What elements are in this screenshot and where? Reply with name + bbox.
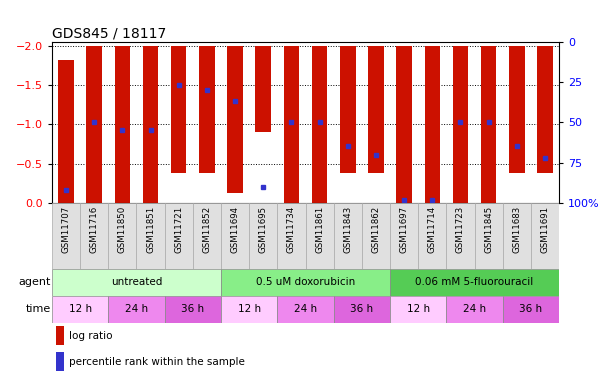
Text: GSM11683: GSM11683 <box>512 206 521 254</box>
Text: GSM11714: GSM11714 <box>428 206 437 254</box>
Text: 24 h: 24 h <box>125 304 148 314</box>
Bar <box>108 296 164 322</box>
Text: percentile rank within the sample: percentile rank within the sample <box>69 357 245 367</box>
Text: GSM11861: GSM11861 <box>315 206 324 254</box>
Bar <box>503 203 531 268</box>
Bar <box>52 296 108 322</box>
Bar <box>221 203 249 268</box>
Bar <box>249 203 277 268</box>
Bar <box>334 296 390 322</box>
Text: GSM11723: GSM11723 <box>456 206 465 254</box>
Bar <box>390 203 418 268</box>
Text: GSM11851: GSM11851 <box>146 206 155 254</box>
Bar <box>447 296 503 322</box>
Bar <box>418 203 447 268</box>
Text: 12 h: 12 h <box>68 304 92 314</box>
Bar <box>537 45 553 173</box>
Bar <box>56 326 64 345</box>
Text: 12 h: 12 h <box>407 304 430 314</box>
Text: agent: agent <box>18 277 51 287</box>
Text: untreated: untreated <box>111 277 162 287</box>
Text: 12 h: 12 h <box>238 304 261 314</box>
Text: GSM11850: GSM11850 <box>118 206 127 254</box>
Text: 36 h: 36 h <box>350 304 373 314</box>
Bar <box>447 203 475 268</box>
Text: 0.5 uM doxorubicin: 0.5 uM doxorubicin <box>256 277 355 287</box>
Text: GSM11707: GSM11707 <box>62 206 70 254</box>
Bar <box>80 203 108 268</box>
Bar <box>136 203 164 268</box>
Text: 0.06 mM 5-fluorouracil: 0.06 mM 5-fluorouracil <box>415 277 533 287</box>
Text: time: time <box>25 304 51 314</box>
Bar <box>425 45 440 203</box>
Text: GSM11697: GSM11697 <box>400 206 409 253</box>
Text: GSM11734: GSM11734 <box>287 206 296 254</box>
Text: GSM11691: GSM11691 <box>541 206 549 253</box>
Bar <box>193 203 221 268</box>
Bar <box>108 203 136 268</box>
Text: 36 h: 36 h <box>519 304 543 314</box>
Bar <box>143 45 158 203</box>
Bar <box>362 203 390 268</box>
Bar <box>397 45 412 203</box>
Bar <box>255 45 271 132</box>
Bar <box>475 203 503 268</box>
Bar <box>509 45 525 173</box>
Text: GDS845 / 18117: GDS845 / 18117 <box>52 27 166 40</box>
Text: GSM11862: GSM11862 <box>371 206 381 254</box>
Bar <box>390 268 559 296</box>
Text: GSM11721: GSM11721 <box>174 206 183 254</box>
Bar <box>164 296 221 322</box>
Bar <box>277 203 306 268</box>
Text: log ratio: log ratio <box>69 331 112 340</box>
Bar <box>221 296 277 322</box>
Bar <box>52 203 80 268</box>
Bar <box>368 45 384 173</box>
Bar <box>199 45 214 173</box>
Text: GSM11716: GSM11716 <box>90 206 99 254</box>
Bar <box>277 296 334 322</box>
Text: GSM11694: GSM11694 <box>230 206 240 253</box>
Bar <box>56 352 64 371</box>
Bar <box>52 268 221 296</box>
Bar <box>340 45 356 173</box>
Text: GSM11845: GSM11845 <box>484 206 493 254</box>
Text: GSM11695: GSM11695 <box>258 206 268 253</box>
Bar <box>86 45 102 203</box>
Bar <box>227 45 243 194</box>
Text: GSM11843: GSM11843 <box>343 206 353 254</box>
Bar <box>390 296 447 322</box>
Text: GSM11852: GSM11852 <box>202 206 211 254</box>
Bar <box>171 45 186 173</box>
Bar <box>531 203 559 268</box>
Text: 24 h: 24 h <box>294 304 317 314</box>
Bar <box>115 45 130 203</box>
Bar <box>334 203 362 268</box>
Bar <box>221 268 390 296</box>
Text: 36 h: 36 h <box>181 304 204 314</box>
Bar <box>312 45 327 203</box>
Bar <box>306 203 334 268</box>
Bar <box>453 45 468 203</box>
Text: 24 h: 24 h <box>463 304 486 314</box>
Bar <box>164 203 193 268</box>
Bar <box>284 45 299 203</box>
Bar <box>481 45 496 203</box>
Bar <box>58 60 74 203</box>
Bar <box>503 296 559 322</box>
